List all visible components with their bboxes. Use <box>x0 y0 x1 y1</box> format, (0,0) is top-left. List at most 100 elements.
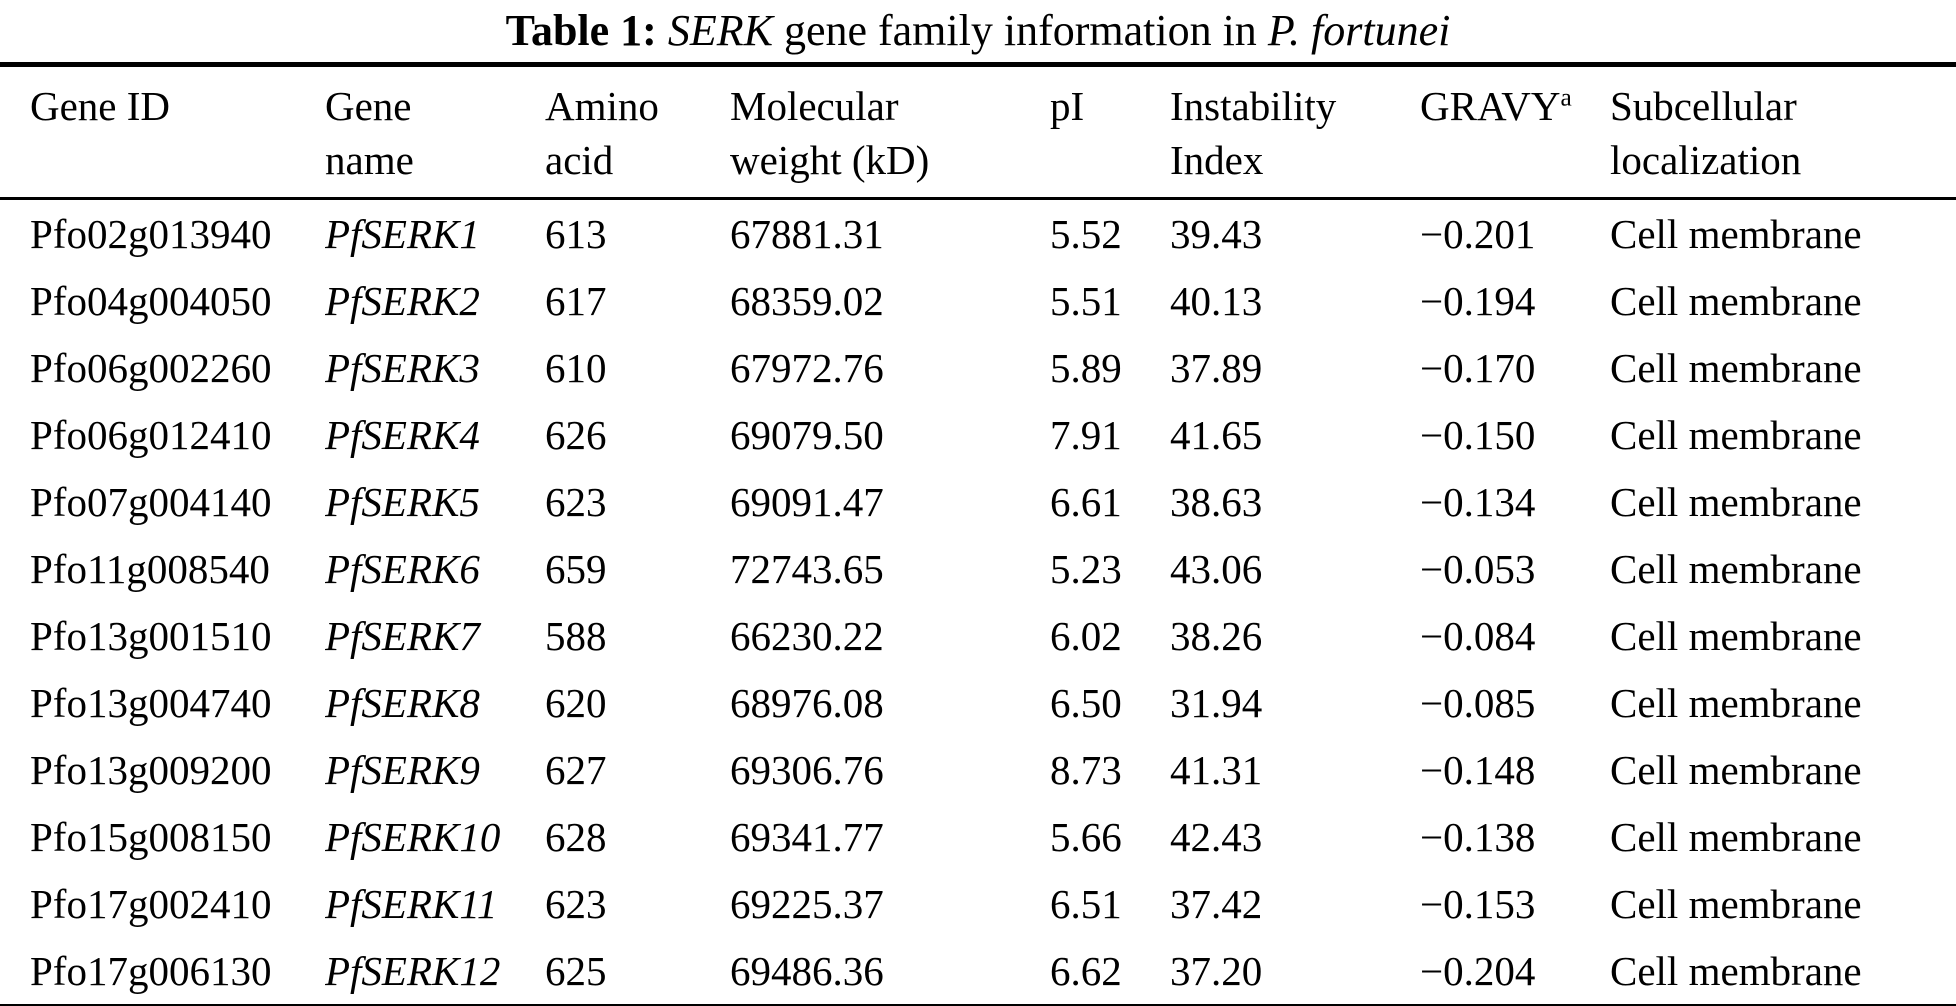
cell-gene-name: PfSERK6 <box>325 545 480 592</box>
header-row: Gene ID Gene name Amino acid Molecular w… <box>0 64 1956 201</box>
cell-amino-acid: 620 <box>545 679 607 726</box>
cell-subcellular-localization: Cell membrane <box>1610 746 1862 793</box>
cell-molecular-weight: 68976.08 <box>730 679 884 726</box>
cell-amino-acid: 627 <box>545 746 607 793</box>
cell-molecular-weight: 69486.36 <box>730 947 884 994</box>
cell-instability-index: 42.43 <box>1170 813 1263 860</box>
cell-molecular-weight: 67972.76 <box>730 344 884 391</box>
cell-subcellular-localization: Cell membrane <box>1610 679 1862 726</box>
cell-pi: 6.02 <box>1050 612 1122 659</box>
cell-amino-acid: 659 <box>545 545 607 592</box>
cell-instability-index: 39.43 <box>1170 210 1263 257</box>
cell-pi: 6.51 <box>1050 880 1122 927</box>
cell-instability-index: 40.13 <box>1170 277 1263 324</box>
cell-gene-id: Pfo06g002260 <box>30 344 272 391</box>
cell-pi: 5.23 <box>1050 545 1122 592</box>
cell-gravy: −0.194 <box>1420 277 1536 324</box>
cell-subcellular-localization: Cell membrane <box>1610 411 1862 458</box>
table-row: Pfo04g004050 PfSERK2 617 68359.02 5.51 4… <box>0 267 1956 334</box>
cell-pi: 6.62 <box>1050 947 1122 994</box>
cell-gravy: −0.148 <box>1420 746 1536 793</box>
cell-subcellular-localization: Cell membrane <box>1610 880 1862 927</box>
cell-gravy: −0.170 <box>1420 344 1536 391</box>
cell-gene-name: PfSERK5 <box>325 478 480 525</box>
cell-molecular-weight: 69341.77 <box>730 813 884 860</box>
table-row: Pfo06g012410 PfSERK4 626 69079.50 7.91 4… <box>0 401 1956 468</box>
cell-subcellular-localization: Cell membrane <box>1610 545 1862 592</box>
table-row: Pfo07g004140 PfSERK5 623 69091.47 6.61 3… <box>0 468 1956 535</box>
cell-gene-id: Pfo04g004050 <box>30 277 272 324</box>
cell-instability-index: 38.26 <box>1170 612 1263 659</box>
cell-gene-id: Pfo17g006130 <box>30 947 272 994</box>
table-row: Pfo15g008150 PfSERK10 628 69341.77 5.66 … <box>0 803 1956 870</box>
col-header-gravy: GRAVYa <box>1420 64 1610 201</box>
cell-gravy: −0.201 <box>1420 210 1536 257</box>
cell-gene-name: PfSERK1 <box>325 210 480 257</box>
cell-subcellular-localization: Cell membrane <box>1610 947 1862 994</box>
cell-gene-id: Pfo13g001510 <box>30 612 272 659</box>
cell-gravy: −0.138 <box>1420 813 1536 860</box>
cell-gene-name: PfSERK4 <box>325 411 480 458</box>
table-row: Pfo13g004740 PfSERK8 620 68976.08 6.50 3… <box>0 669 1956 736</box>
cell-amino-acid: 623 <box>545 880 607 927</box>
cell-subcellular-localization: Cell membrane <box>1610 277 1862 324</box>
cell-subcellular-localization: Cell membrane <box>1610 478 1862 525</box>
table-header: Gene ID Gene name Amino acid Molecular w… <box>0 64 1956 201</box>
cell-molecular-weight: 69079.50 <box>730 411 884 458</box>
cell-instability-index: 37.42 <box>1170 880 1263 927</box>
cell-pi: 5.66 <box>1050 813 1122 860</box>
cell-instability-index: 37.20 <box>1170 947 1263 994</box>
serk-gene-table: Gene ID Gene name Amino acid Molecular w… <box>0 62 1956 1006</box>
col-header-instability-index: Instability Index <box>1170 64 1420 201</box>
cell-instability-index: 38.63 <box>1170 478 1263 525</box>
col-header-subcellular-localization: Subcellular localization <box>1610 64 1956 201</box>
cell-molecular-weight: 69091.47 <box>730 478 884 525</box>
cell-pi: 7.91 <box>1050 411 1122 458</box>
cell-gravy: −0.084 <box>1420 612 1536 659</box>
cell-gene-name: PfSERK3 <box>325 344 480 391</box>
cell-gene-id: Pfo15g008150 <box>30 813 272 860</box>
table-caption: Table 1: SERK gene family information in… <box>0 0 1956 62</box>
cell-gene-name: PfSERK10 <box>325 813 501 860</box>
cell-gravy: −0.150 <box>1420 411 1536 458</box>
cell-molecular-weight: 69225.37 <box>730 880 884 927</box>
cell-amino-acid: 623 <box>545 478 607 525</box>
cell-gravy: −0.134 <box>1420 478 1536 525</box>
table-row: Pfo17g006130 PfSERK12 625 69486.36 6.62 … <box>0 937 1956 1006</box>
cell-gene-name: PfSERK8 <box>325 679 480 726</box>
col-header-gene-name: Gene name <box>325 64 545 201</box>
cell-pi: 5.52 <box>1050 210 1122 257</box>
cell-amino-acid: 625 <box>545 947 607 994</box>
cell-gene-name: PfSERK9 <box>325 746 480 793</box>
cell-gene-id: Pfo17g002410 <box>30 880 272 927</box>
cell-gene-id: Pfo06g012410 <box>30 411 272 458</box>
cell-instability-index: 37.89 <box>1170 344 1263 391</box>
cell-pi: 6.61 <box>1050 478 1122 525</box>
cell-pi: 8.73 <box>1050 746 1122 793</box>
cell-instability-index: 31.94 <box>1170 679 1263 726</box>
cell-gravy: −0.153 <box>1420 880 1536 927</box>
cell-subcellular-localization: Cell membrane <box>1610 612 1862 659</box>
cell-molecular-weight: 68359.02 <box>730 277 884 324</box>
cell-gene-id: Pfo13g009200 <box>30 746 272 793</box>
col-header-amino-acid: Amino acid <box>545 64 730 201</box>
cell-molecular-weight: 72743.65 <box>730 545 884 592</box>
cell-gene-id: Pfo07g004140 <box>30 478 272 525</box>
table-body: Pfo02g013940 PfSERK1 613 67881.31 5.52 3… <box>0 199 1956 1006</box>
cell-gene-name: PfSERK7 <box>325 612 480 659</box>
cell-instability-index: 41.31 <box>1170 746 1263 793</box>
cell-gene-id: Pfo02g013940 <box>30 210 272 257</box>
cell-gene-name: PfSERK12 <box>325 947 501 994</box>
cell-molecular-weight: 66230.22 <box>730 612 884 659</box>
cell-subcellular-localization: Cell membrane <box>1610 813 1862 860</box>
table-row: Pfo02g013940 PfSERK1 613 67881.31 5.52 3… <box>0 199 1956 268</box>
cell-gene-name: PfSERK11 <box>325 880 498 927</box>
table-caption-gene-family: SERK <box>667 6 773 55</box>
table-caption-text: gene family information in <box>783 6 1257 55</box>
cell-pi: 5.89 <box>1050 344 1122 391</box>
table-row: Pfo11g008540 PfSERK6 659 72743.65 5.23 4… <box>0 535 1956 602</box>
cell-instability-index: 41.65 <box>1170 411 1263 458</box>
col-header-pi: pI <box>1050 64 1170 201</box>
table-row: Pfo06g002260 PfSERK3 610 67972.76 5.89 3… <box>0 334 1956 401</box>
cell-gravy: −0.053 <box>1420 545 1536 592</box>
